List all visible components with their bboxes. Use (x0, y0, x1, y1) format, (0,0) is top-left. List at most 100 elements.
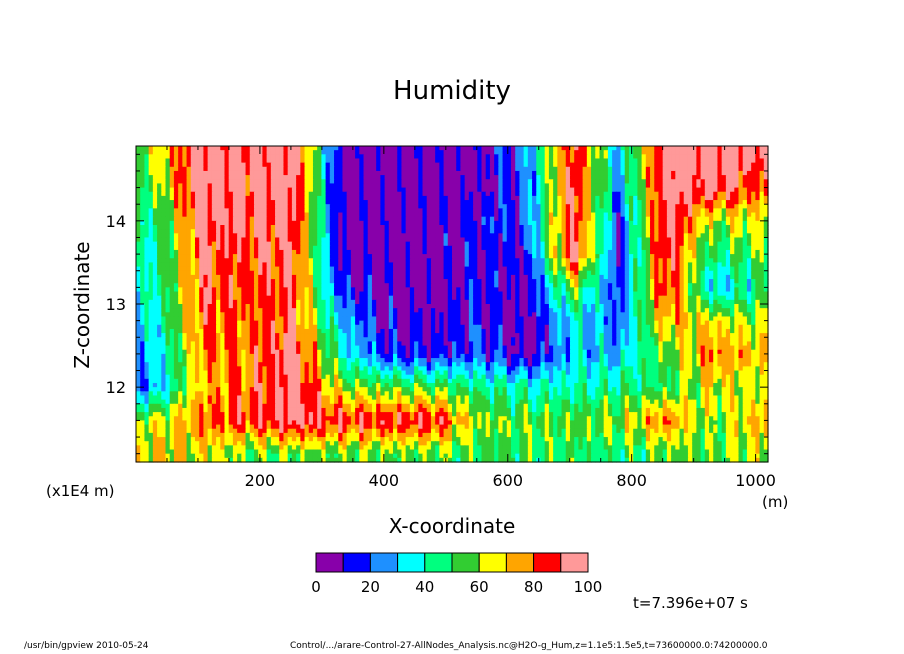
contour-cell (523, 175, 529, 180)
contour-cell (338, 229, 344, 234)
contour-cell (409, 183, 415, 189)
contour-cell (738, 249, 744, 255)
contour-cell (582, 258, 588, 264)
contour-cell (359, 200, 365, 205)
contour-cell (468, 212, 474, 218)
contour-cell (237, 249, 242, 255)
contour-cell (237, 204, 242, 209)
contour-cell (460, 216, 466, 222)
contour-cell (283, 225, 289, 230)
contour-cell (751, 200, 756, 205)
contour-cell (350, 179, 356, 185)
contour-cell (237, 274, 242, 280)
contour-cell (574, 187, 579, 193)
contour-cell (182, 237, 188, 243)
contour-cell (692, 166, 697, 172)
contour-cell (523, 266, 529, 272)
contour-cell (561, 241, 567, 247)
contour-cell (595, 216, 601, 222)
contour-cell (506, 162, 512, 168)
contour-cell (266, 254, 272, 259)
contour-cell (169, 249, 175, 255)
contour-cell (157, 158, 162, 164)
contour-cell (612, 249, 617, 255)
contour-cell (380, 204, 386, 209)
contour-cell (346, 154, 352, 160)
contour-cell (338, 225, 344, 230)
contour-cell (182, 220, 188, 226)
contour-cell (523, 158, 529, 164)
contour-cell (199, 166, 205, 172)
contour-cell (190, 225, 196, 230)
contour-cell (190, 175, 196, 180)
contour-cell (422, 237, 428, 243)
contour-cell (148, 208, 154, 214)
contour-cell (279, 150, 285, 155)
contour-cell (506, 212, 512, 218)
contour-cell (435, 279, 440, 284)
contour-cell (241, 158, 247, 164)
contour-cell (742, 179, 748, 185)
contour-cell (713, 245, 719, 251)
contour-cell (510, 258, 516, 264)
contour-cell (582, 266, 588, 272)
contour-cell (380, 245, 386, 251)
contour-cell (140, 170, 146, 176)
contour-cell (713, 195, 719, 201)
contour-cell (721, 212, 727, 218)
contour-cell (199, 241, 205, 247)
contour-cell (270, 175, 276, 180)
contour-cell (494, 179, 499, 185)
contour-cell (300, 233, 306, 239)
contour-cell (249, 195, 255, 201)
contour-cell (523, 254, 529, 259)
contour-cell (182, 254, 188, 259)
contour-cell (473, 179, 478, 185)
contour-cell (544, 195, 550, 201)
contour-cell (418, 179, 424, 185)
contour-cell (329, 212, 335, 218)
contour-cell (679, 183, 685, 189)
contour-cell (721, 183, 727, 189)
contour-cell (228, 204, 234, 209)
contour-cell (481, 175, 487, 180)
contour-cell (144, 220, 150, 226)
contour-cell (506, 266, 512, 272)
contour-cell (169, 279, 175, 284)
contour-cell (553, 191, 558, 197)
contour-cell (548, 146, 554, 151)
contour-cell (136, 262, 141, 268)
contour-cell (595, 179, 601, 185)
contour-cell (363, 249, 369, 255)
contour-cell (502, 225, 508, 230)
contour-cell (414, 166, 419, 172)
contour-cell (704, 212, 710, 218)
contour-cell (253, 229, 259, 234)
contour-cell (599, 187, 605, 193)
contour-cell (228, 200, 234, 205)
contour-cell (553, 233, 558, 239)
contour-cell (536, 154, 542, 160)
contour-cell (249, 279, 255, 284)
contour-cell (346, 195, 352, 201)
contour-cell (468, 195, 474, 201)
contour-cell (679, 254, 685, 259)
contour-cell (409, 270, 415, 276)
contour-cell (721, 262, 727, 268)
contour-cell (346, 254, 352, 259)
contour-cell (140, 241, 146, 247)
contour-cell (759, 262, 765, 268)
contour-cell (612, 216, 617, 222)
contour-cell (245, 274, 251, 280)
contour-cell (418, 266, 424, 272)
contour-cell (709, 200, 714, 205)
contour-cell (447, 233, 453, 239)
contour-cell (506, 216, 512, 222)
contour-cell (510, 270, 516, 276)
contour-cell (342, 266, 348, 272)
contour-cell (241, 146, 247, 151)
contour-cell (207, 254, 213, 259)
contour-cell (409, 195, 415, 201)
contour-cell (211, 204, 217, 209)
contour-cell (565, 237, 571, 243)
